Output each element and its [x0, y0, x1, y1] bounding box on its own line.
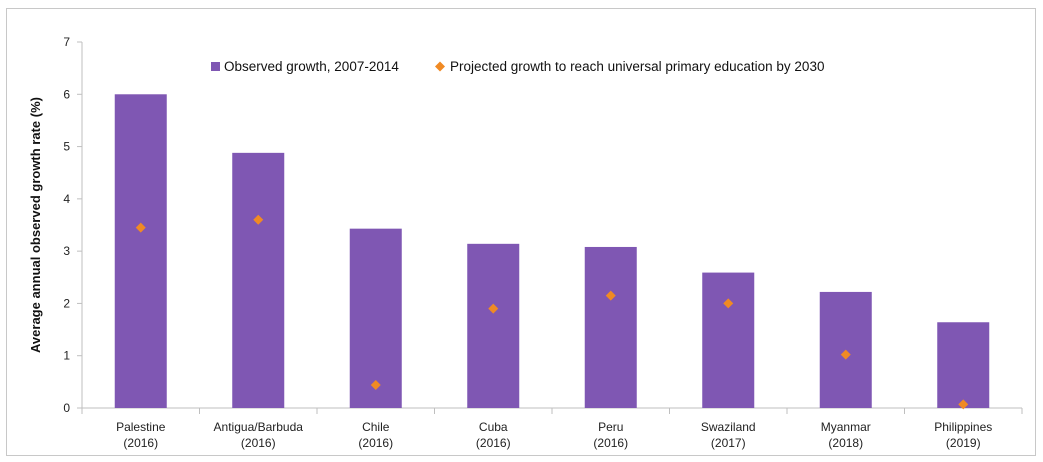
- marker-projected: [958, 399, 969, 410]
- bar-observed: [114, 94, 167, 409]
- y-tick-label: 2: [63, 296, 70, 310]
- marker-projected: [605, 290, 616, 301]
- legend-label-projected: Projected growth to reach universal prim…: [450, 59, 824, 74]
- x-tick-label-year: (2017): [711, 436, 746, 450]
- x-tick-label: Antigua/Barbuda: [214, 420, 304, 434]
- x-tick-label-year: (2019): [946, 436, 981, 450]
- legend-swatch-observed: [211, 62, 220, 71]
- x-tick-label-year: (2016): [476, 436, 511, 450]
- bars: [114, 94, 990, 409]
- marker-projected: [723, 298, 734, 309]
- x-tick-label-year: (2016): [241, 436, 276, 450]
- marker-projected: [488, 303, 499, 314]
- y-tick-label: 4: [63, 192, 70, 206]
- marker-projected: [840, 349, 851, 360]
- legend-label-observed: Observed growth, 2007-2014: [224, 59, 399, 74]
- marker-projected: [135, 222, 146, 233]
- x-tick-label-year: (2016): [593, 436, 628, 450]
- x-tick-label: Cuba: [479, 420, 508, 434]
- axes: 0 1 2 3 4 5 6 7: [63, 35, 1023, 415]
- x-tick-labels: Palestine (2016) Antigua/Barbuda (2016) Chil…: [116, 420, 992, 450]
- marker-projected: [253, 214, 264, 225]
- bar-observed: [937, 322, 990, 408]
- bar-observed: [232, 152, 285, 408]
- y-tick-label: 6: [63, 87, 70, 101]
- x-tick-label: Philippines: [934, 420, 992, 434]
- x-tick-label: Palestine: [116, 420, 166, 434]
- legend-swatch-projected: [435, 61, 445, 72]
- x-tick-label-year: (2016): [123, 436, 158, 450]
- y-axis-label: Average annual observed growth rate (%): [28, 97, 43, 353]
- x-tick-label: Chile: [362, 420, 390, 434]
- x-tick-label-year: (2016): [358, 436, 393, 450]
- y-tick-label: 1: [63, 349, 70, 363]
- bar-observed: [584, 246, 637, 408]
- marker-projected: [370, 379, 381, 390]
- y-tick-label: 3: [63, 244, 70, 258]
- bar-observed: [467, 243, 520, 408]
- x-tick-label-year: (2018): [828, 436, 863, 450]
- bar-observed: [702, 272, 755, 408]
- x-tick-label: Peru: [598, 420, 623, 434]
- markers: [135, 214, 969, 410]
- y-tick-label: 5: [63, 140, 70, 154]
- x-tick-label: Swaziland: [701, 420, 756, 434]
- x-tick-label: Myanmar: [821, 420, 871, 434]
- bar-observed: [349, 228, 402, 408]
- y-tick-label: 7: [63, 35, 70, 49]
- y-tick-label: 0: [63, 401, 70, 415]
- legend: Observed growth, 2007-2014 Projected gro…: [211, 59, 824, 74]
